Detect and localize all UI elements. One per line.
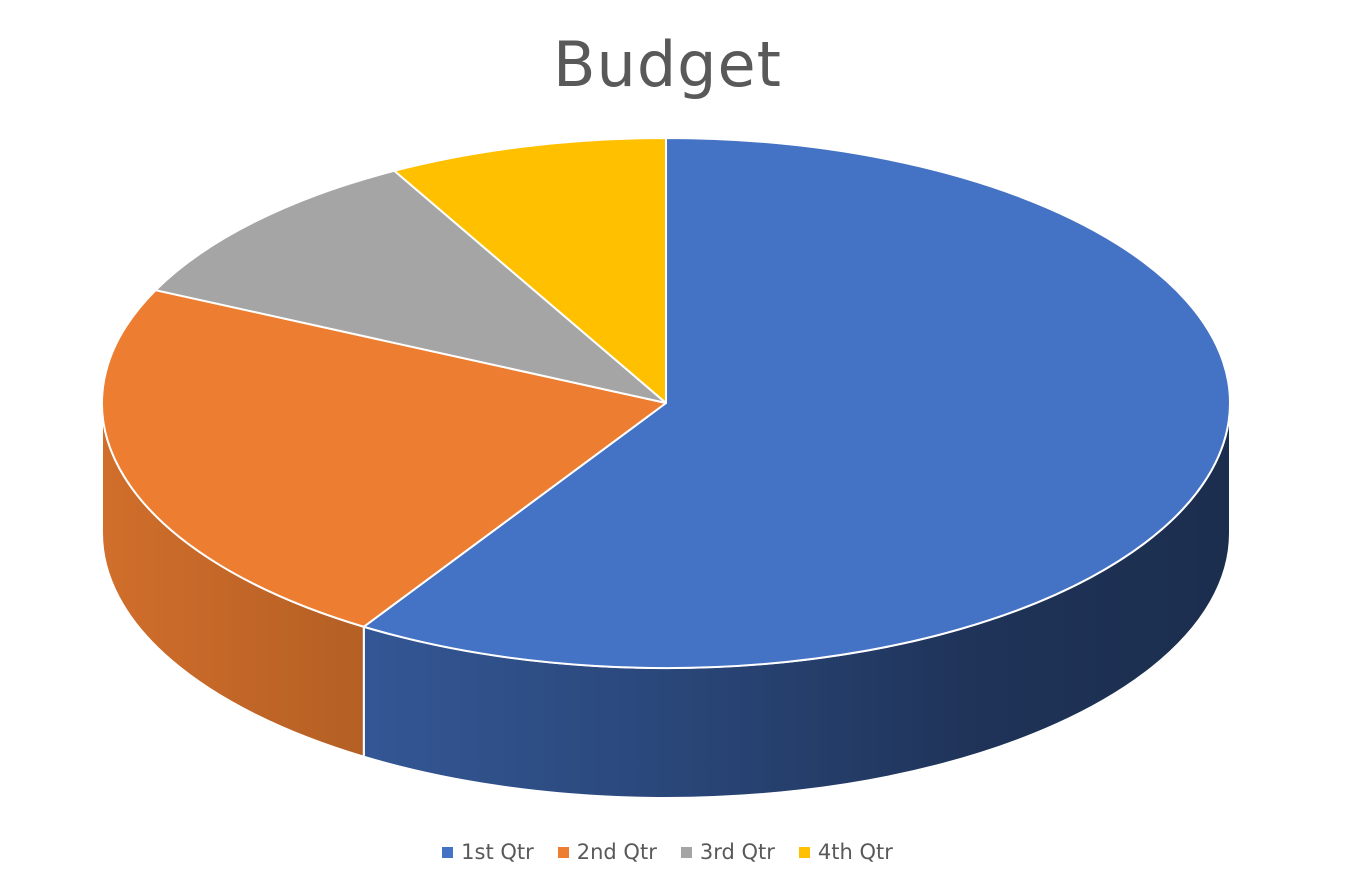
pie-slice-2nd-qtr[interactable] [101, 289, 667, 628]
legend-item[interactable]: 1st Qtr [442, 840, 534, 864]
chart-title: Budget [553, 28, 782, 101]
legend-label: 1st Qtr [461, 840, 534, 864]
legend-swatch-2nd-qtr [557, 846, 569, 858]
pie-tops [101, 137, 1231, 669]
legend-swatch-4th-qtr [798, 846, 810, 858]
legend-swatch-3rd-qtr [680, 846, 692, 858]
legend-item[interactable]: 4th Qtr [798, 840, 893, 864]
legend-label: 4th Qtr [817, 840, 893, 864]
pie-slice-1st-qtr[interactable] [362, 137, 1231, 669]
legend-item[interactable]: 3rd Qtr [680, 840, 775, 864]
legend-item[interactable]: 2nd Qtr [557, 840, 657, 864]
legend-label: 3rd Qtr [699, 840, 775, 864]
legend: 1st Qtr 2nd Qtr 3rd Qtr 4th Qtr [0, 840, 1335, 864]
pie-slice-3rd-qtr[interactable] [154, 169, 667, 404]
pie-slice-4th-qtr[interactable] [393, 137, 667, 404]
legend-label: 2nd Qtr [576, 840, 657, 864]
legend-swatch-1st-qtr [442, 846, 454, 858]
